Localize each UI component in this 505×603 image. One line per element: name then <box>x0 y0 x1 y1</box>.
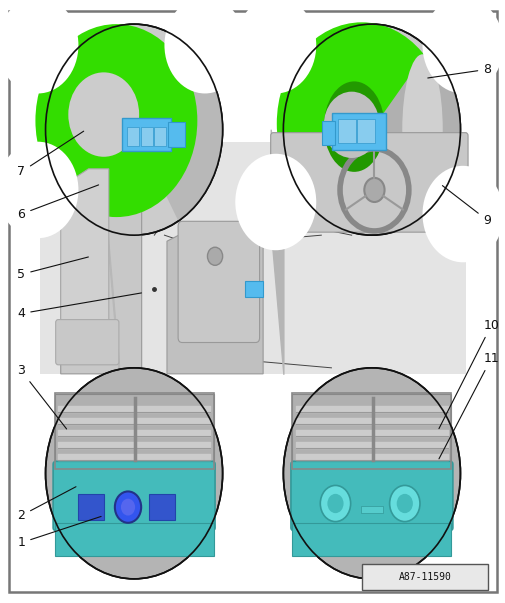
Ellipse shape <box>401 54 442 205</box>
FancyBboxPatch shape <box>357 119 375 143</box>
Text: A87-11590: A87-11590 <box>398 572 450 582</box>
Circle shape <box>0 0 78 93</box>
FancyBboxPatch shape <box>122 118 171 151</box>
Circle shape <box>0 142 78 238</box>
FancyBboxPatch shape <box>292 394 450 469</box>
Circle shape <box>422 166 502 262</box>
Text: 1: 1 <box>17 516 101 549</box>
Polygon shape <box>273 133 465 229</box>
FancyBboxPatch shape <box>40 142 465 374</box>
FancyBboxPatch shape <box>178 221 259 343</box>
Circle shape <box>164 0 245 93</box>
FancyBboxPatch shape <box>321 121 334 145</box>
Circle shape <box>389 485 419 522</box>
Circle shape <box>327 494 343 513</box>
FancyBboxPatch shape <box>149 494 174 520</box>
FancyBboxPatch shape <box>292 523 450 556</box>
Wedge shape <box>134 38 222 221</box>
Text: 4: 4 <box>17 293 141 320</box>
Circle shape <box>45 24 222 235</box>
Circle shape <box>276 22 446 225</box>
Circle shape <box>422 0 502 93</box>
Circle shape <box>320 485 350 522</box>
Circle shape <box>207 247 222 265</box>
Circle shape <box>235 154 316 250</box>
Text: 5: 5 <box>17 257 88 281</box>
Text: 9: 9 <box>441 186 490 227</box>
FancyBboxPatch shape <box>127 127 139 146</box>
FancyBboxPatch shape <box>56 320 119 365</box>
Text: 7: 7 <box>17 131 83 178</box>
Circle shape <box>283 368 460 579</box>
Text: 6: 6 <box>17 185 98 221</box>
Text: 3: 3 <box>17 364 67 429</box>
Text: 2: 2 <box>17 487 76 522</box>
Circle shape <box>364 178 384 202</box>
Polygon shape <box>61 139 141 374</box>
FancyBboxPatch shape <box>337 119 356 143</box>
Circle shape <box>68 72 139 157</box>
FancyBboxPatch shape <box>154 127 166 146</box>
Ellipse shape <box>323 81 384 172</box>
Polygon shape <box>61 169 109 338</box>
FancyBboxPatch shape <box>332 113 385 150</box>
FancyBboxPatch shape <box>361 506 382 513</box>
FancyBboxPatch shape <box>362 564 487 590</box>
Circle shape <box>283 24 460 235</box>
FancyBboxPatch shape <box>55 394 213 469</box>
FancyBboxPatch shape <box>55 523 213 556</box>
Polygon shape <box>167 223 263 374</box>
FancyBboxPatch shape <box>245 281 262 297</box>
Text: 10: 10 <box>438 319 498 429</box>
Circle shape <box>45 368 222 579</box>
Circle shape <box>121 499 135 516</box>
Text: 11: 11 <box>438 352 498 459</box>
FancyBboxPatch shape <box>290 461 452 531</box>
FancyBboxPatch shape <box>78 494 104 520</box>
Circle shape <box>323 92 379 158</box>
Wedge shape <box>371 49 460 210</box>
Circle shape <box>115 491 141 523</box>
Circle shape <box>396 494 412 513</box>
Circle shape <box>35 24 197 217</box>
FancyBboxPatch shape <box>168 122 184 147</box>
FancyBboxPatch shape <box>140 127 153 146</box>
Circle shape <box>235 0 316 93</box>
FancyBboxPatch shape <box>53 461 215 531</box>
FancyBboxPatch shape <box>270 133 467 232</box>
FancyBboxPatch shape <box>9 11 496 592</box>
Text: 8: 8 <box>427 63 490 78</box>
